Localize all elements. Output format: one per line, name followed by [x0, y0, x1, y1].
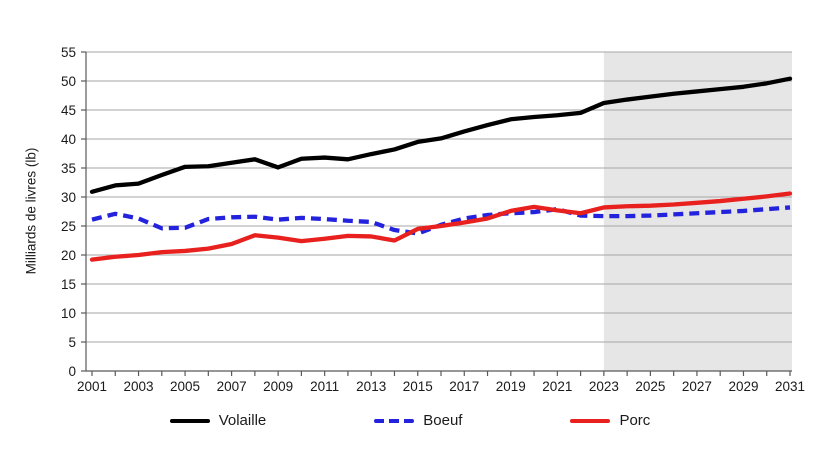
legend: Volaille Boeuf Porc	[0, 412, 820, 429]
x-tick-label: 2015	[403, 379, 433, 394]
x-tick-label: 2027	[682, 379, 712, 394]
y-tick-label: 20	[61, 248, 76, 263]
legend-item-volaille: Volaille	[169, 412, 267, 429]
x-tick-label: 2009	[263, 379, 293, 394]
series-volaille-line	[89, 76, 793, 194]
x-tick-label: 2007	[217, 379, 247, 394]
y-tick-label: 25	[61, 219, 76, 234]
legend-item-boeuf: Boeuf	[374, 412, 462, 429]
y-tick-label: 50	[61, 74, 76, 89]
x-tick-label: 2025	[635, 379, 665, 394]
legend-label-volaille: Volaille	[218, 412, 267, 429]
y-axis-title: Milliards de livres (lb)	[23, 147, 39, 275]
y-tick-label: 0	[68, 364, 76, 379]
x-tick-label: 2023	[589, 379, 619, 394]
legend-item-porc: Porc	[570, 412, 650, 429]
legend-label-porc: Porc	[619, 412, 651, 429]
x-tick-label: 2021	[542, 379, 572, 394]
y-tick-label: 35	[61, 161, 76, 176]
x-tick-label: 2019	[496, 379, 526, 394]
x-tick-label: 2003	[124, 379, 154, 394]
x-tick-label: 2011	[310, 379, 339, 394]
series-porc-line	[89, 191, 793, 262]
y-tick-label: 5	[68, 335, 76, 350]
boeuf-line-sample	[374, 418, 415, 423]
legend-label-boeuf: Boeuf	[423, 412, 463, 429]
volaille-line-sample	[169, 418, 210, 423]
y-tick-label: 55	[61, 45, 76, 60]
y-tick-label: 15	[61, 277, 76, 292]
y-tick-label: 30	[61, 190, 76, 205]
x-tick-label: 2005	[170, 379, 200, 394]
y-tick-label: 40	[61, 132, 76, 147]
x-tick-label: 2013	[356, 379, 386, 394]
y-tick-label: 45	[61, 103, 76, 118]
x-tick-label: 2017	[449, 379, 479, 394]
y-tick-label: 10	[61, 306, 76, 321]
x-tick-label: 2029	[728, 379, 758, 394]
x-tick-label: 2001	[77, 379, 107, 394]
x-tick-label: 2031	[775, 379, 805, 394]
porc-line-sample	[570, 418, 611, 423]
